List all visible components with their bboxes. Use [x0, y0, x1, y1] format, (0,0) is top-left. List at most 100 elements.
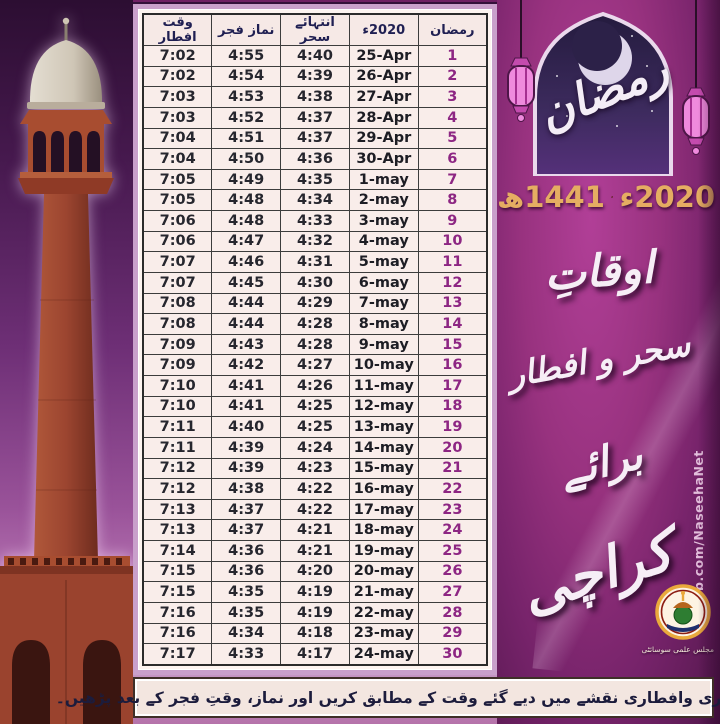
cell-fajr: 4:40 — [211, 416, 282, 438]
cell-fajr: 4:53 — [211, 86, 282, 108]
cell-sehri: 4:23 — [280, 457, 350, 480]
cell-sehri: 4:19 — [280, 601, 350, 624]
organisation-logo: مجلس علمی سوسائٹی — [641, 584, 714, 654]
table-row: 7:05 4:48 4:34 2-may 8 — [142, 189, 488, 211]
col-header-date: 2020ء — [348, 13, 419, 46]
cell-sehri: 4:21 — [280, 519, 350, 541]
cell-fajr: 4:48 — [211, 210, 282, 232]
cell-date: 3-may — [348, 210, 419, 232]
cell-day: 24 — [417, 519, 488, 541]
table-row: 7:08 4:44 4:29 7-may 13 — [142, 292, 488, 315]
cell-iftar: 7:05 — [142, 189, 213, 211]
cell-sehri: 4:28 — [280, 333, 350, 356]
cell-fajr: 4:33 — [211, 643, 282, 666]
cell-iftar: 7:17 — [142, 643, 213, 666]
cell-iftar: 7:02 — [142, 45, 213, 67]
table-row: 7:15 4:35 4:19 21-may 27 — [142, 581, 488, 603]
cell-day: 1 — [417, 45, 488, 67]
table-row: 7:09 4:42 4:27 10-may 16 — [142, 354, 488, 376]
table-row: 7:08 4:44 4:28 8-may 14 — [142, 313, 488, 335]
cell-iftar: 7:08 — [142, 292, 213, 315]
right-decor-panel: رمضان — [497, 0, 720, 724]
cell-date: 21-may — [348, 581, 419, 603]
cell-sehri: 4:29 — [280, 292, 350, 315]
cell-date: 14-may — [348, 436, 419, 459]
cell-fajr: 4:54 — [211, 65, 282, 88]
cell-iftar: 7:02 — [142, 65, 213, 88]
table-row: 7:17 4:33 4:17 24-may 30 — [142, 643, 488, 666]
cell-iftar: 7:07 — [142, 271, 213, 294]
cell-date: 11-may — [348, 375, 419, 397]
cell-date: 18-may — [348, 519, 419, 541]
timetable-frame: وقت افطار نماز فجر انتہائے سحر 2020ء رمض… — [133, 4, 497, 675]
table-row: 7:14 4:36 4:21 19-may 25 — [142, 540, 488, 562]
table-row: 7:13 4:37 4:21 18-may 24 — [142, 519, 488, 541]
table-row: 7:02 4:55 4:40 25-Apr 1 — [142, 45, 488, 67]
cell-sehri: 4:20 — [280, 560, 350, 583]
cell-day: 27 — [417, 581, 488, 603]
table-row: 7:07 4:46 4:31 5-may 11 — [142, 251, 488, 273]
year-row: 2020ء 1441ھ — [497, 180, 715, 214]
cell-day: 2 — [417, 65, 488, 88]
cell-date: 15-may — [348, 457, 419, 480]
cell-day: 9 — [417, 210, 488, 232]
table-header-row: وقت افطار نماز فجر انتہائے سحر 2020ء رمض… — [142, 13, 488, 46]
table-row: 7:10 4:41 4:26 11-may 17 — [142, 375, 488, 397]
note-bar: نوٹ: سحری وافطاری نقشے میں دیے گئے وقت ک… — [56, 677, 720, 718]
cell-sehri: 4:31 — [280, 251, 350, 273]
table-row: 7:10 4:41 4:25 12-may 18 — [142, 395, 488, 418]
cell-sehri: 4:18 — [280, 622, 350, 645]
col-header-fajr: نماز فجر — [211, 13, 282, 46]
cell-iftar: 7:06 — [142, 230, 213, 253]
cell-date: 12-may — [348, 395, 419, 418]
cell-day: 22 — [417, 478, 488, 500]
cell-date: 1-may — [348, 168, 419, 191]
cell-fajr: 4:38 — [211, 478, 282, 500]
table-row: 7:06 4:47 4:32 4-may 10 — [142, 230, 488, 253]
cell-sehri: 4:28 — [280, 313, 350, 335]
cell-sehri: 4:27 — [280, 354, 350, 376]
cell-iftar: 7:04 — [142, 127, 213, 150]
cell-day: 3 — [417, 86, 488, 108]
cell-date: 23-may — [348, 622, 419, 645]
table-row: 7:15 4:36 4:20 20-may 26 — [142, 560, 488, 583]
cell-iftar: 7:13 — [142, 498, 213, 521]
table-row: 7:03 4:52 4:37 28-Apr 4 — [142, 106, 488, 129]
cell-date: 6-may — [348, 271, 419, 294]
cell-iftar: 7:09 — [142, 333, 213, 356]
timetable-body: 7:02 4:55 4:40 25-Apr 1 7:02 4:54 4:39 26-Apr 2 7:… — [142, 45, 488, 666]
lantern-left-icon — [499, 0, 543, 144]
cell-day: 23 — [417, 498, 488, 521]
cell-fajr: 4:39 — [211, 436, 282, 459]
cell-fajr: 4:44 — [211, 313, 282, 335]
cell-fajr: 4:34 — [211, 622, 282, 645]
panel-edge-shade — [698, 0, 720, 724]
cell-sehri: 4:25 — [280, 395, 350, 418]
cell-date: 5-may — [348, 251, 419, 273]
cell-day: 17 — [417, 375, 488, 397]
cell-sehri: 4:22 — [280, 478, 350, 500]
cell-iftar: 7:14 — [142, 540, 213, 562]
cell-iftar: 7:15 — [142, 581, 213, 603]
col-header-day: رمضان — [417, 13, 488, 46]
society-emblem-icon — [655, 584, 711, 640]
cell-fajr: 4:43 — [211, 333, 282, 356]
cell-day: 30 — [417, 643, 488, 666]
cell-date: 25-Apr — [348, 45, 419, 67]
table-row: 7:11 4:39 4:24 14-may 20 — [142, 436, 488, 459]
cell-sehri: 4:21 — [280, 540, 350, 562]
hijri-year: 1441ھ — [497, 180, 605, 214]
cell-fajr: 4:52 — [211, 106, 282, 129]
cell-fajr: 4:42 — [211, 354, 282, 376]
cell-fajr: 4:41 — [211, 375, 282, 397]
cell-date: 26-Apr — [348, 65, 419, 88]
cell-fajr: 4:48 — [211, 189, 282, 211]
cell-fajr: 4:51 — [211, 127, 282, 150]
cell-iftar: 7:10 — [142, 395, 213, 418]
minaret-illustration — [0, 17, 133, 724]
cell-iftar: 7:03 — [142, 86, 213, 108]
cell-day: 6 — [417, 148, 488, 170]
cell-sehri: 4:40 — [280, 45, 350, 67]
cell-iftar: 7:07 — [142, 251, 213, 273]
cell-day: 19 — [417, 416, 488, 438]
